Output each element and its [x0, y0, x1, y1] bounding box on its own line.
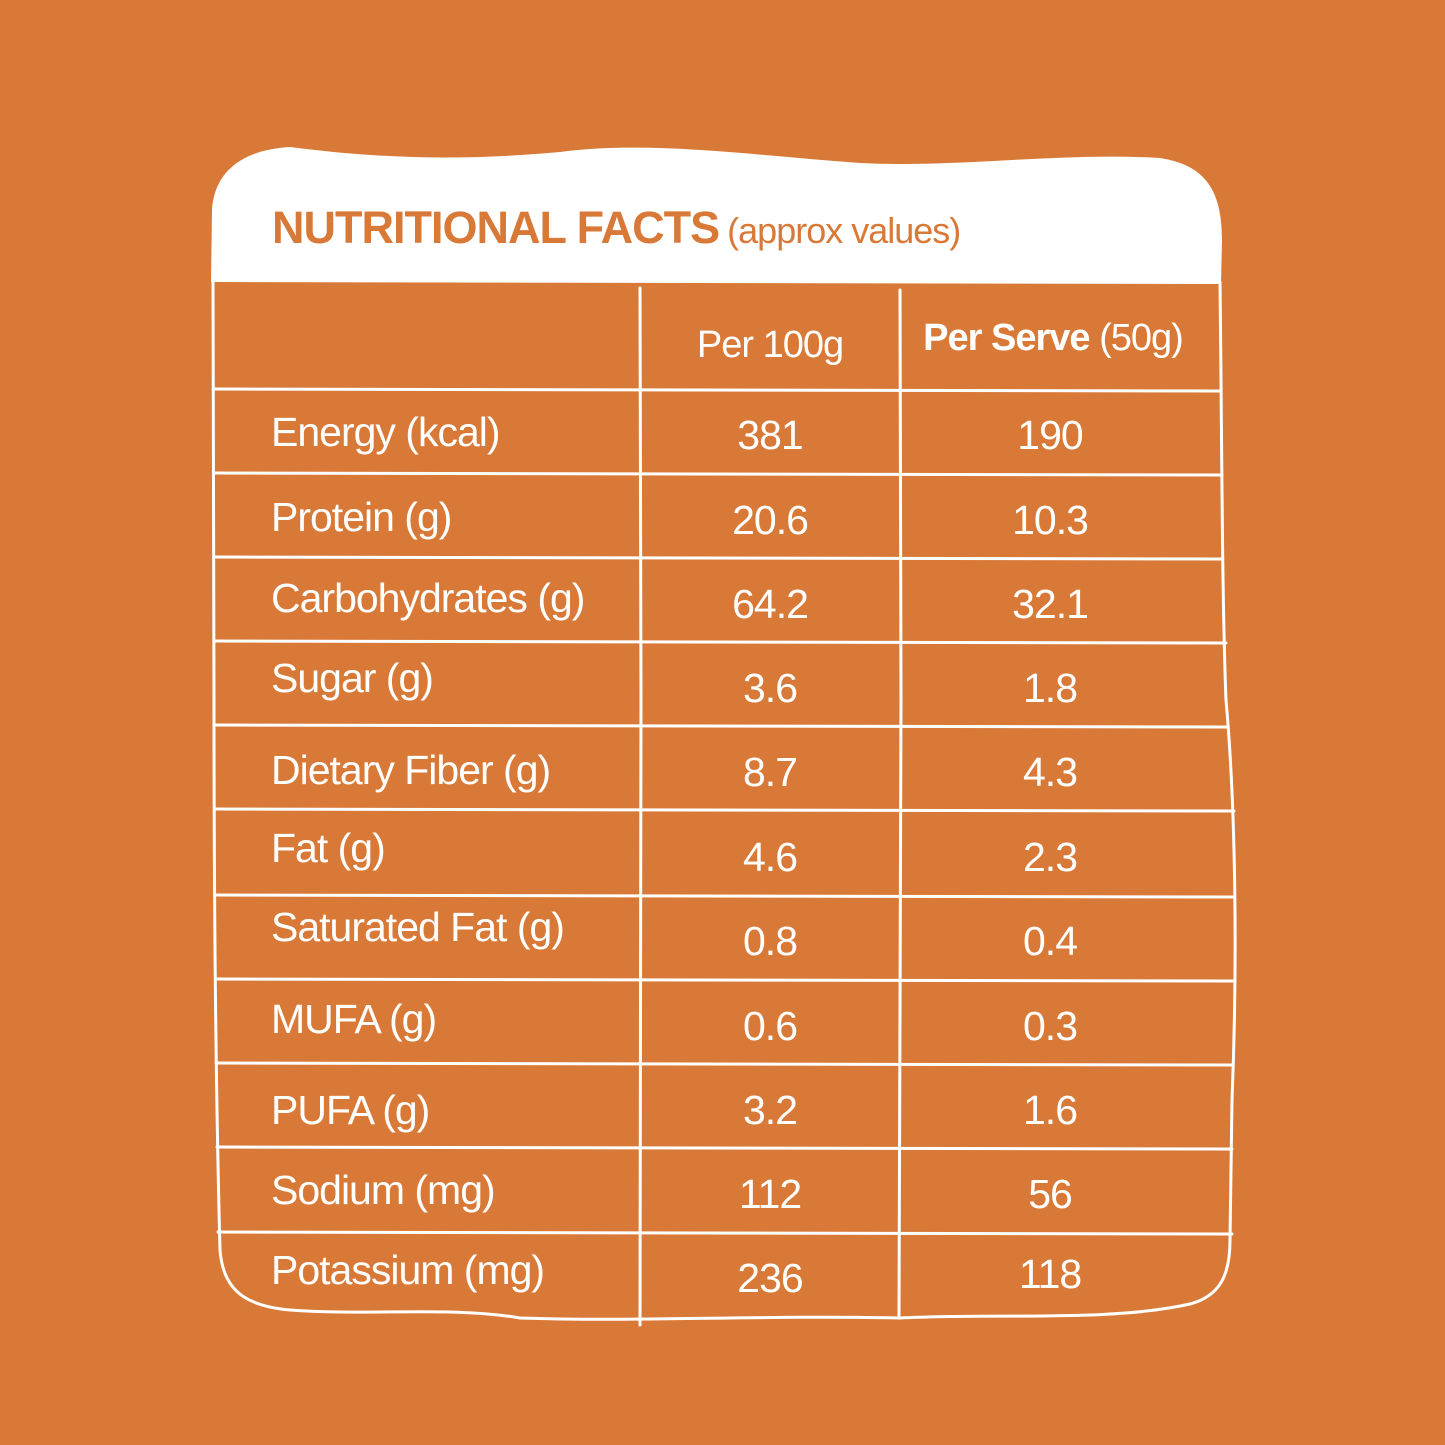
- row-label: Saturated Fat (g): [271, 904, 565, 950]
- title-banner: [211, 147, 1222, 284]
- page-title: NUTRITIONAL FACTS (approx values): [272, 198, 961, 258]
- row-label: Dietary Fiber (g): [271, 747, 551, 793]
- row-line: [213, 555, 1224, 561]
- row-label: MUFA (g): [271, 996, 437, 1042]
- row-line: [214, 1061, 1234, 1067]
- column-divider-2: [897, 288, 903, 1320]
- column-divider-1: [638, 286, 643, 1327]
- row-value-per-100g: 64.2: [732, 581, 809, 627]
- title-subtitle: (approx values): [727, 210, 961, 251]
- row-value-per-100g: 4.6: [743, 834, 798, 880]
- title-main: NUTRITIONAL FACTS: [272, 202, 720, 253]
- row-value-per-100g: 3.6: [743, 665, 798, 711]
- row-value-per-100g: 8.7: [743, 749, 798, 795]
- column-header-per-serve: Per Serve (50g): [905, 308, 1201, 368]
- row-value-per-serve: 10.3: [1012, 497, 1089, 543]
- row-value-per-serve: 0.4: [1023, 918, 1078, 964]
- row-line: [213, 893, 1236, 899]
- row-value-per-serve: 2.3: [1023, 834, 1078, 880]
- row-label: PUFA (g): [271, 1087, 430, 1133]
- row-line: [215, 1145, 1234, 1151]
- row-value-per-100g: 236: [737, 1255, 803, 1301]
- row-value-per-serve: 0.3: [1023, 1003, 1078, 1049]
- row-value-per-100g: 20.6: [732, 497, 809, 543]
- row-label: Carbohydrates (g): [271, 575, 585, 621]
- column-header-per-serve-qty: (50g): [1099, 317, 1184, 359]
- row-line: [213, 387, 1222, 393]
- column-header-per-serve-label: Per Serve: [923, 317, 1090, 359]
- row-value-per-serve: 4.3: [1023, 749, 1078, 795]
- row-line: [213, 639, 1228, 645]
- row-value-per-serve: 32.1: [1012, 581, 1089, 627]
- row-line: [213, 471, 1224, 477]
- row-value-per-serve: 190: [1017, 412, 1083, 458]
- row-value-per-serve: 118: [1018, 1251, 1082, 1297]
- row-value-per-serve: 56: [1028, 1171, 1073, 1217]
- row-value-per-serve: 1.8: [1023, 665, 1078, 711]
- row-line: [213, 807, 1236, 813]
- row-line: [214, 977, 1235, 983]
- row-value-per-100g: 0.6: [743, 1003, 798, 1049]
- row-value-per-100g: 112: [738, 1171, 802, 1217]
- row-label: Sugar (g): [271, 655, 434, 701]
- row-label: Energy (kcal): [271, 409, 501, 455]
- row-label: Protein (g): [271, 494, 452, 540]
- row-label: Fat (g): [271, 825, 386, 871]
- row-value-per-100g: 0.8: [743, 918, 798, 964]
- row-line: [213, 723, 1230, 729]
- row-label: Potassium (mg): [271, 1247, 545, 1293]
- row-line: [216, 1230, 1234, 1236]
- row-value-per-100g: 3.2: [743, 1087, 798, 1133]
- row-value-per-100g: 381: [737, 412, 803, 458]
- row-value-per-serve: 1.6: [1023, 1087, 1078, 1133]
- row-label: Sodium (mg): [271, 1167, 496, 1213]
- column-header-per-100g: Per 100g: [696, 324, 844, 366]
